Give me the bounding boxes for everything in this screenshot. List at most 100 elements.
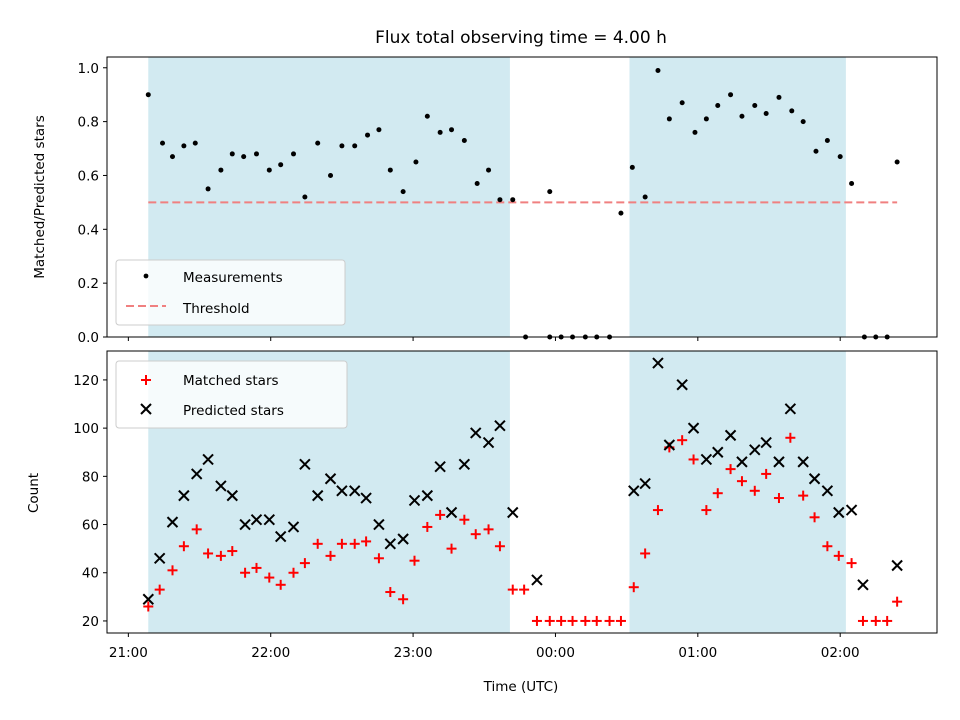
measurement-point	[352, 143, 358, 149]
predicted-point	[663, 439, 676, 451]
measurement-point	[291, 151, 297, 157]
matched-point	[870, 615, 881, 626]
matched-point	[191, 524, 202, 535]
matched-point	[446, 543, 457, 554]
predicted-point	[797, 456, 809, 468]
measurement-point	[474, 181, 480, 187]
y-tick-label: 20	[82, 614, 99, 630]
matched-point	[556, 615, 567, 626]
predicted-point	[215, 480, 227, 492]
measurement-point	[218, 167, 224, 173]
measurement-point	[739, 113, 745, 119]
matched-point	[373, 553, 384, 564]
measurement-point	[715, 102, 721, 108]
measurement-point	[655, 67, 661, 73]
predicted-point	[808, 473, 821, 485]
predicted-point	[857, 579, 869, 591]
chart-title: Flux total observing time = 4.00 h	[375, 28, 667, 48]
y-tick-label: 0.4	[78, 222, 99, 238]
predicted-point	[833, 506, 845, 519]
x-tick-label: 01:00	[678, 645, 717, 661]
predicted-point	[628, 485, 640, 497]
legend-measurements-marker	[143, 273, 149, 279]
observing-window-2	[629, 351, 846, 633]
matched-point	[167, 565, 178, 576]
ratio-panel-frame	[106, 56, 938, 338]
x-tick-label: 23:00	[394, 645, 433, 661]
predicted-point	[397, 533, 409, 545]
predicted-point	[226, 489, 238, 502]
matched-point	[178, 541, 189, 552]
matched-point	[712, 488, 723, 499]
predicted-point	[250, 514, 263, 526]
y-tick-label: 0.0	[78, 330, 99, 346]
matched-point	[846, 558, 857, 569]
x-tick-label: 02:00	[821, 645, 860, 661]
legend-matched-marker	[141, 375, 151, 385]
measurement-point	[547, 189, 553, 195]
measurement-point	[849, 181, 855, 187]
x-tick-label: 22:00	[251, 645, 290, 661]
measurement-point	[837, 154, 843, 160]
matched-point	[312, 538, 323, 549]
measurement-point	[703, 116, 709, 122]
matched-point	[288, 567, 299, 578]
measurement-point	[302, 194, 308, 200]
matched-point	[154, 584, 165, 595]
predicted-point	[239, 518, 251, 531]
measurement-point	[763, 111, 769, 117]
measurement-point	[461, 137, 467, 143]
measurement-point	[894, 159, 900, 165]
predicted-point	[458, 458, 471, 470]
matched-point	[701, 505, 712, 516]
matched-point	[275, 579, 286, 590]
predicted-point	[142, 593, 154, 605]
measurement-point	[776, 94, 782, 100]
legend-predicted-label: Predicted stars	[183, 403, 284, 419]
measurement-point	[413, 159, 419, 165]
predicted-point	[507, 506, 519, 519]
count-panel: 20 40 60 80 100 120 21:00 22:00 23:00 00:00 01:00…	[26, 350, 938, 695]
matched-point	[459, 514, 470, 525]
matched-point	[240, 567, 251, 578]
predicted-point	[153, 552, 166, 564]
matched-point	[361, 536, 372, 547]
predicted-point	[687, 422, 700, 434]
matched-point	[227, 546, 238, 557]
legend-threshold-label: Threshold	[182, 301, 250, 317]
predicted-point	[373, 518, 385, 531]
matched-point	[652, 505, 663, 516]
matched-point	[591, 615, 602, 626]
measurement-point	[387, 167, 393, 173]
predicted-point	[360, 492, 372, 504]
measurement-point	[328, 172, 334, 178]
measurement-point	[339, 143, 345, 149]
y-tick-label: 0.2	[78, 276, 99, 292]
x-axis-label: Time (UTC)	[483, 679, 559, 695]
matched-point	[822, 541, 833, 552]
y-tick-label: 120	[73, 373, 99, 389]
matched-point	[264, 572, 275, 583]
measurement-point	[229, 151, 235, 157]
y-tick-label: 0.6	[78, 168, 99, 184]
predicted-point	[736, 456, 748, 468]
matched-point	[640, 548, 651, 559]
y-tick-label: 80	[82, 469, 99, 485]
count-ylabel: Count	[26, 473, 42, 513]
x-tick-label: 00:00	[536, 645, 575, 661]
measurement-point	[192, 140, 198, 146]
matched-point	[494, 541, 505, 552]
predicted-point	[445, 506, 458, 519]
measurement-point	[449, 127, 455, 133]
predicted-point	[434, 460, 446, 473]
predicted-point	[652, 357, 664, 369]
predicted-point	[166, 516, 179, 528]
predicted-point	[712, 446, 724, 458]
predicted-point	[408, 494, 421, 507]
measurement-point	[789, 108, 795, 114]
matched-point	[544, 615, 555, 626]
matched-point	[725, 464, 736, 475]
predicted-point	[494, 420, 506, 432]
matched-point	[761, 468, 772, 479]
measurement-point	[253, 151, 259, 157]
